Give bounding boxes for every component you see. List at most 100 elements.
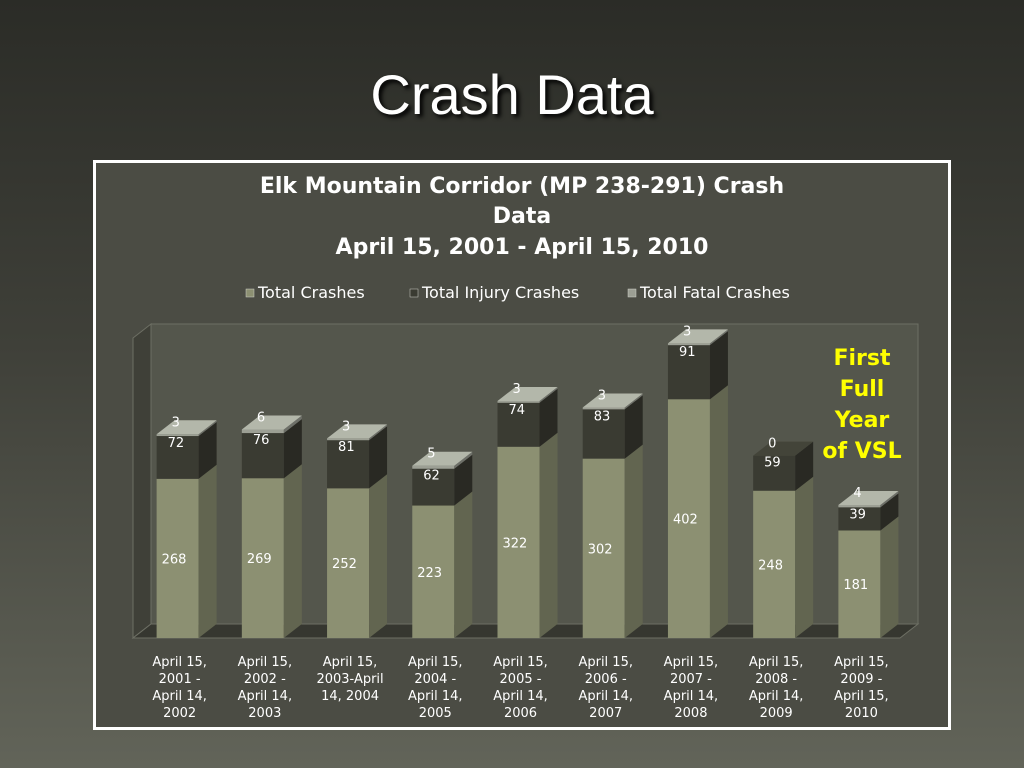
category-label: April 15, xyxy=(408,655,463,670)
legend-label: Total Fatal Crashes xyxy=(639,283,790,302)
category-label: 2002 - xyxy=(244,672,286,687)
category-label: 2002 xyxy=(163,706,196,721)
fatal-value-label: 3 xyxy=(513,382,521,397)
fatal-value-label: 3 xyxy=(598,389,606,404)
bar-segment-fatal-crashes-side xyxy=(283,415,302,434)
bar-segment-total-crashes-side xyxy=(880,516,899,638)
bar-segment-injury-crashes xyxy=(241,433,284,479)
bar-segment-fatal-crashes xyxy=(497,400,540,403)
bar-top-cap xyxy=(582,393,643,408)
bar-segment-total-crashes-side xyxy=(709,385,728,638)
crashes-value-label: 181 xyxy=(843,578,868,593)
bar-top-cap xyxy=(753,441,814,456)
crashes-value-label: 268 xyxy=(162,552,187,567)
category-label: 2009 xyxy=(760,706,793,721)
category-label: April 15, xyxy=(834,655,889,670)
legend-label: Total Injury Crashes xyxy=(421,283,579,302)
bar-segment-fatal-crashes-side xyxy=(369,424,388,441)
bar-segment-total-crashes-side xyxy=(454,491,473,638)
bar-segment-injury-crashes xyxy=(838,507,881,531)
category-label: April 15, xyxy=(749,655,804,670)
crashes-value-label: 269 xyxy=(247,552,272,567)
bar-segment-fatal-crashes xyxy=(241,429,284,434)
category-label: 2003-April xyxy=(316,672,383,687)
legend-label: Total Crashes xyxy=(257,283,365,302)
bar-segment-total-crashes xyxy=(327,488,370,638)
crashes-value-label: 223 xyxy=(417,566,442,581)
bar-segment-total-crashes xyxy=(753,490,796,638)
category-label: 2007 xyxy=(589,706,622,721)
category-label: 2005 - xyxy=(500,672,542,687)
crashes-value-label: 302 xyxy=(588,542,613,557)
bar-segment-injury-crashes xyxy=(497,402,540,447)
bar-segment-fatal-crashes xyxy=(327,438,370,441)
bar-top-cap xyxy=(412,451,473,466)
bar-segment-total-crashes-side xyxy=(795,476,814,638)
first-full-year-annotation: Year xyxy=(834,408,890,433)
bar-segment-fatal-crashes xyxy=(582,407,625,410)
bar-segment-injury-crashes-side xyxy=(624,395,643,459)
crashes-value-label: 252 xyxy=(332,557,357,572)
bar-top-cap xyxy=(667,329,728,344)
bar-segment-injury-crashes-side xyxy=(283,419,302,479)
crashes-value-label: 248 xyxy=(758,558,783,573)
bar-segment-fatal-crashes xyxy=(667,343,710,346)
bar-top-cap xyxy=(156,420,217,435)
bar-segment-total-crashes xyxy=(582,458,625,638)
category-label: 2006 xyxy=(504,706,537,721)
crash-chart: Elk Mountain Corridor (MP 238-291) Crash… xyxy=(131,174,920,721)
injury-value-label: 91 xyxy=(679,345,696,360)
bar-top-cap xyxy=(241,415,302,430)
category-label: 2010 xyxy=(845,706,878,721)
first-full-year-annotation: First xyxy=(833,346,891,371)
first-full-year-annotation: of VSL xyxy=(822,439,901,464)
fatal-value-label: 4 xyxy=(853,486,861,501)
bar-segment-injury-crashes xyxy=(582,409,625,459)
bar-top-cap xyxy=(838,490,899,505)
injury-value-label: 59 xyxy=(764,456,781,471)
fatal-value-label: 6 xyxy=(257,411,265,426)
chart-side-wall xyxy=(132,322,152,640)
category-label: 2008 xyxy=(674,706,707,721)
category-label: April 15, xyxy=(238,655,293,670)
bar-segment-injury-crashes xyxy=(327,440,370,489)
category-label: April 14, xyxy=(578,689,633,704)
legend-swatch xyxy=(627,288,637,298)
bar-segment-fatal-crashes xyxy=(156,434,199,437)
bar-segment-total-crashes xyxy=(838,530,881,638)
category-label: April 15, xyxy=(323,655,378,670)
legend-swatch xyxy=(245,288,255,298)
category-label: 2003 xyxy=(248,706,281,721)
bar-segment-injury-crashes-side xyxy=(539,388,558,447)
category-label: April 14, xyxy=(664,689,719,704)
category-label: April 15, xyxy=(578,655,633,670)
bar-segment-total-crashes xyxy=(241,478,284,638)
injury-value-label: 81 xyxy=(338,440,355,455)
bar-segment-injury-crashes xyxy=(156,436,199,479)
bar-segment-fatal-crashes-side xyxy=(709,329,728,346)
bar-top-cap xyxy=(497,386,558,401)
category-label: 2001 - xyxy=(159,672,201,687)
fatal-value-label: 3 xyxy=(172,415,180,430)
bar-segment-fatal-crashes-side xyxy=(624,393,643,410)
fatal-value-label: 3 xyxy=(683,324,691,339)
bar-segment-total-crashes xyxy=(497,446,540,638)
injury-value-label: 74 xyxy=(509,403,526,418)
first-full-year-annotation: Full xyxy=(840,377,885,402)
chart-frame: Elk Mountain Corridor (MP 238-291) Crash… xyxy=(93,160,951,730)
fatal-value-label: 3 xyxy=(342,419,350,434)
bar-segment-injury-crashes-side xyxy=(454,454,473,506)
bar-segment-fatal-crashes xyxy=(838,504,881,508)
category-label: April 15, xyxy=(664,655,719,670)
bar-segment-total-crashes-side xyxy=(539,432,558,638)
bar-segment-injury-crashes xyxy=(753,455,796,491)
bar-segment-fatal-crashes-side xyxy=(198,420,217,437)
bar-segment-total-crashes xyxy=(156,478,199,638)
bar-segment-injury-crashes-side xyxy=(795,441,814,491)
injury-value-label: 62 xyxy=(423,469,440,484)
chart-title-line: Data xyxy=(493,204,551,229)
chart-title-line: Elk Mountain Corridor (MP 238-291) Crash xyxy=(260,174,784,199)
bar-segment-injury-crashes xyxy=(412,468,455,506)
bar-segment-fatal-crashes-side xyxy=(539,386,558,403)
crashes-value-label: 402 xyxy=(673,513,698,528)
